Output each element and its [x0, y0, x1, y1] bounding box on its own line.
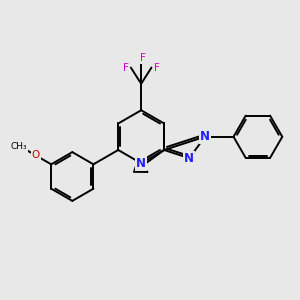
- Text: N: N: [200, 130, 210, 143]
- Text: F: F: [140, 53, 146, 63]
- Text: O: O: [32, 151, 40, 160]
- Text: CH₃: CH₃: [11, 142, 27, 151]
- Text: N: N: [184, 152, 194, 165]
- Text: N: N: [136, 157, 146, 170]
- Text: F: F: [123, 63, 128, 73]
- Text: F: F: [154, 63, 160, 73]
